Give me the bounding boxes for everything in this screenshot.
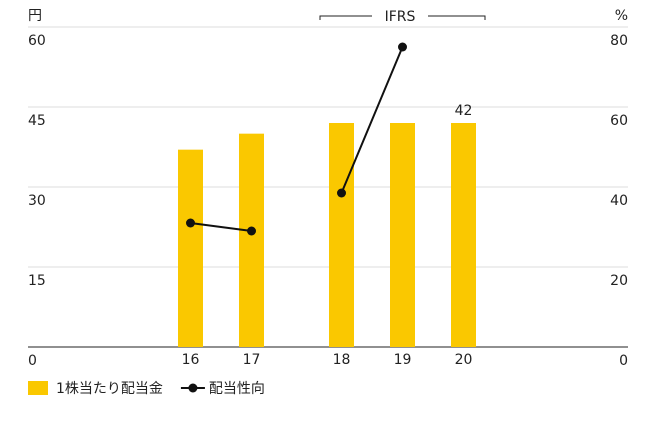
- y2-unit: %: [615, 8, 628, 24]
- bar: [178, 149, 203, 347]
- legend-label: 1株当たり配当金: [56, 381, 163, 397]
- bar: [239, 133, 264, 347]
- y-tick-label: 45: [28, 113, 46, 129]
- y2-tick-label: 60: [610, 113, 628, 129]
- annotation: IFRS: [385, 9, 416, 25]
- bar: [451, 123, 476, 347]
- x-tick-label: 19: [394, 352, 412, 368]
- line-point: [398, 42, 407, 52]
- y-tick-label: 15: [28, 273, 46, 289]
- x-tick-label: 18: [333, 352, 351, 368]
- x-tick-label: 20: [455, 352, 473, 368]
- y-tick-label: 0: [28, 353, 37, 369]
- y-tick-label: 60: [28, 33, 46, 49]
- legend-swatch: [28, 381, 48, 395]
- line-point: [337, 188, 346, 198]
- y2-tick-label: 0: [619, 353, 628, 369]
- y-tick-label: 30: [28, 193, 46, 209]
- line-point: [186, 218, 195, 228]
- value-label: 42: [455, 103, 473, 119]
- ifrs-bracket: [319, 15, 486, 20]
- bar: [329, 123, 354, 347]
- legend-label: 配当性向: [209, 381, 265, 397]
- y2-tick-label: 40: [610, 193, 628, 209]
- x-tick-label: 16: [182, 352, 200, 368]
- line: [190, 46, 404, 232]
- y2-tick-label: 80: [610, 33, 628, 49]
- y-unit: 円: [28, 8, 42, 24]
- y2-tick-label: 20: [610, 273, 628, 289]
- bar: [390, 123, 415, 347]
- legend-swatch: [188, 383, 198, 393]
- x-tick-label: 17: [243, 352, 261, 368]
- line-point: [247, 226, 256, 236]
